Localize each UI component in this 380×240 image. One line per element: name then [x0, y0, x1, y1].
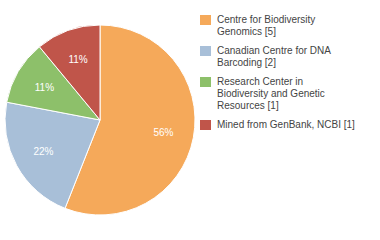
html-text:Resources [1]: Resources [1] — [217, 100, 279, 111]
html-text:Research Center in: Research Center in — [217, 76, 304, 87]
html-text:Centre for Biodiversity: Centre for Biodiversity — [217, 14, 316, 25]
html-text:Biodiversity and Genetic: Biodiversity and Genetic — [217, 88, 325, 99]
html-text:Canadian Centre for DNA: Canadian Centre for DNA — [217, 45, 331, 56]
svg-text:22%: 22% — [33, 146, 53, 157]
svg-text:56%: 56% — [153, 127, 173, 138]
svg-text:11%: 11% — [68, 54, 87, 65]
html-text:Mined from GenBank, NCBI [1]: Mined from GenBank, NCBI [1] — [217, 119, 355, 130]
svg-text:11%: 11% — [35, 82, 54, 93]
html-text:Genomics [5]: Genomics [5] — [217, 26, 276, 37]
html-text:Barcoding [2]: Barcoding [2] — [217, 57, 276, 68]
